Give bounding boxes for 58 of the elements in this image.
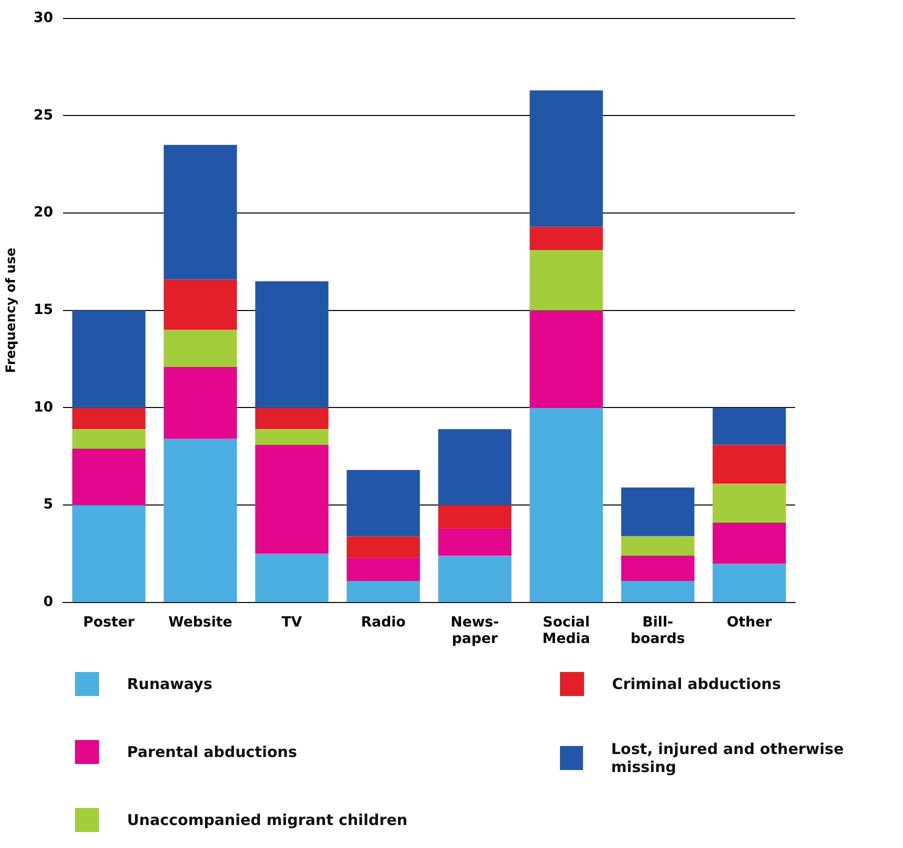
bar <box>346 470 420 536</box>
y-tick-label: 0 <box>43 594 54 610</box>
bar <box>621 488 694 536</box>
bar <box>621 536 694 556</box>
x-tick-label: Poster <box>83 614 135 630</box>
bar <box>438 429 512 506</box>
y-tick-label: 25 <box>34 107 54 124</box>
x-tick-label: Social Media <box>542 614 590 648</box>
bar <box>346 536 420 558</box>
bar <box>530 226 603 250</box>
y-tick-label: 15 <box>34 302 54 318</box>
x-tick-label: Bill- boards <box>630 614 685 648</box>
bar <box>164 330 237 367</box>
bar <box>712 484 786 523</box>
bar <box>712 563 786 602</box>
bar <box>255 281 328 408</box>
legend-label: Criminal abductions <box>612 675 781 693</box>
y-tick-label: 20 <box>34 204 54 221</box>
y-tick-label: 30 <box>34 10 54 26</box>
bar <box>712 522 786 564</box>
bar <box>438 556 512 602</box>
bar <box>712 444 786 484</box>
bar <box>530 250 603 310</box>
bar <box>164 438 237 602</box>
bar <box>438 528 512 556</box>
bar <box>438 505 512 528</box>
bar <box>72 310 146 408</box>
bar <box>346 558 420 581</box>
bar <box>346 580 420 602</box>
bar <box>255 444 328 554</box>
legend-label: Runaways <box>127 675 212 693</box>
legend-label: Unaccompanied migrant children <box>127 811 408 829</box>
bar <box>530 408 603 602</box>
bar <box>621 556 694 581</box>
bar <box>712 408 786 445</box>
bar <box>530 90 603 227</box>
x-tick-label: TV <box>282 614 302 630</box>
bar <box>164 144 237 280</box>
y-tick-label: 5 <box>43 496 54 513</box>
x-tick-label: Other <box>726 614 772 630</box>
bar <box>72 448 146 506</box>
y-tick-label: 10 <box>34 399 54 416</box>
x-tick-label: News- paper <box>450 614 500 648</box>
x-tick-label: Radio <box>360 614 406 630</box>
x-tick-label: Website <box>168 614 232 630</box>
y-axis-title: Frequency of use <box>4 247 20 374</box>
bar <box>164 279 237 330</box>
bar <box>255 429 328 445</box>
bar <box>255 554 328 602</box>
bar <box>72 505 146 602</box>
bar <box>530 310 603 408</box>
legend-label: Parental abductions <box>127 743 298 761</box>
bar <box>72 429 146 449</box>
bar <box>255 408 328 430</box>
bar <box>164 366 237 439</box>
bar <box>72 408 146 430</box>
legend-label: Lost, injured and otherwise missing <box>611 740 845 776</box>
bar <box>621 580 694 602</box>
